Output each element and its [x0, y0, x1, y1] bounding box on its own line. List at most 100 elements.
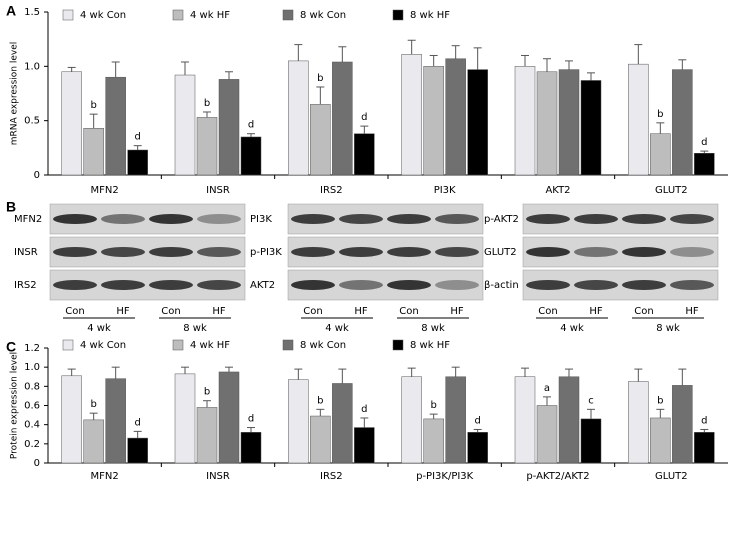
legend-swatch — [282, 339, 294, 351]
blot-band — [53, 280, 97, 290]
error-bar — [247, 133, 255, 137]
error-bar — [565, 60, 573, 70]
error-bar — [225, 366, 233, 372]
blot-band — [387, 247, 431, 257]
panel-label: A — [6, 3, 16, 19]
legend-swatch — [172, 9, 184, 21]
bar — [218, 371, 240, 464]
y-tick-label: 0.5 — [24, 116, 40, 127]
bar — [196, 407, 218, 464]
x-tick-label: GLUT2 — [655, 185, 688, 196]
bar — [240, 432, 262, 464]
bar — [127, 149, 148, 176]
legend-swatch — [392, 9, 404, 21]
blot-band — [387, 280, 431, 290]
blot-row-label: p-AKT2 — [484, 214, 519, 225]
legend-swatch — [62, 339, 74, 351]
blot-band — [339, 247, 383, 257]
error-bar — [543, 58, 551, 72]
blot-band — [574, 214, 618, 224]
legend-label: 4 wk Con — [80, 340, 126, 351]
bar — [423, 66, 444, 176]
blot-row-label: MFN2 — [14, 214, 42, 225]
bar — [672, 385, 693, 464]
bar — [288, 379, 309, 464]
bar — [445, 58, 466, 176]
blot-row-label: GLUT2 — [484, 247, 517, 258]
blot-band — [53, 247, 97, 257]
bar — [332, 383, 353, 464]
blot-band — [435, 280, 479, 290]
error-bar — [634, 44, 643, 65]
week-label: 4 wk — [560, 323, 584, 334]
blot-band — [670, 280, 714, 290]
error-bar — [565, 368, 573, 377]
bar — [514, 66, 536, 176]
legend-label: 8 wk HF — [410, 340, 450, 351]
week-label: 4 wk — [87, 323, 111, 334]
bar — [628, 381, 649, 464]
blot-band — [526, 214, 570, 224]
legend-label: 8 wk Con — [300, 340, 346, 351]
lane-label: Con — [161, 306, 180, 317]
panel-label: C — [6, 339, 16, 355]
week-label: 8 wk — [183, 323, 207, 334]
significance-label: d — [701, 415, 707, 426]
blot-row-label: β-actin — [484, 280, 519, 291]
error-bar — [451, 45, 460, 59]
blot-band — [670, 214, 714, 224]
bar — [672, 69, 693, 176]
blot-row-label: p-PI3K — [250, 247, 282, 258]
blot-band — [197, 214, 241, 224]
significance-label: d — [248, 414, 254, 425]
error-bar — [656, 408, 665, 418]
panel-label: B — [6, 199, 16, 215]
error-bar — [225, 71, 233, 80]
y-axis-title: Protein expression level — [10, 352, 20, 459]
blot-band — [622, 280, 666, 290]
significance-label: b — [204, 387, 210, 398]
error-bar — [678, 59, 687, 70]
blot-band — [101, 214, 145, 224]
y-tick-label: 0 — [34, 170, 40, 181]
bar — [628, 63, 649, 176]
error-bar — [67, 66, 76, 72]
significance-label: d — [248, 120, 254, 131]
bar — [467, 432, 488, 464]
blot-band — [526, 247, 570, 257]
bar — [61, 71, 82, 176]
bar — [83, 419, 104, 464]
bar — [105, 378, 126, 464]
x-tick-label: AKT2 — [545, 185, 570, 196]
error-bar — [89, 412, 98, 420]
bar — [240, 136, 262, 176]
significance-label: d — [134, 417, 140, 428]
error-bar — [181, 61, 189, 76]
significance-label: c — [588, 395, 594, 406]
bar — [174, 373, 196, 464]
blot-band — [197, 280, 241, 290]
error-bar — [521, 367, 529, 377]
bar — [558, 69, 580, 176]
error-bar — [543, 396, 551, 406]
x-tick-label: p-AKT2/AKT2 — [526, 471, 589, 482]
significance-label: d — [134, 132, 140, 143]
bar — [558, 376, 580, 464]
x-tick-label: MFN2 — [91, 471, 119, 482]
significance-label: d — [361, 112, 367, 123]
bar — [127, 437, 148, 464]
x-tick-label: MFN2 — [91, 185, 119, 196]
bar — [536, 405, 558, 464]
bar — [354, 427, 375, 464]
legend-label: 8 wk HF — [410, 10, 450, 21]
error-bar — [634, 368, 643, 382]
error-bar — [203, 400, 211, 408]
blot-band — [526, 280, 570, 290]
bar — [196, 117, 218, 176]
lane-label: HF — [354, 306, 368, 317]
y-axis-title: mRNA expression level — [10, 42, 20, 146]
blot-band — [670, 247, 714, 257]
lane-label: Con — [538, 306, 557, 317]
week-label: 8 wk — [421, 323, 445, 334]
